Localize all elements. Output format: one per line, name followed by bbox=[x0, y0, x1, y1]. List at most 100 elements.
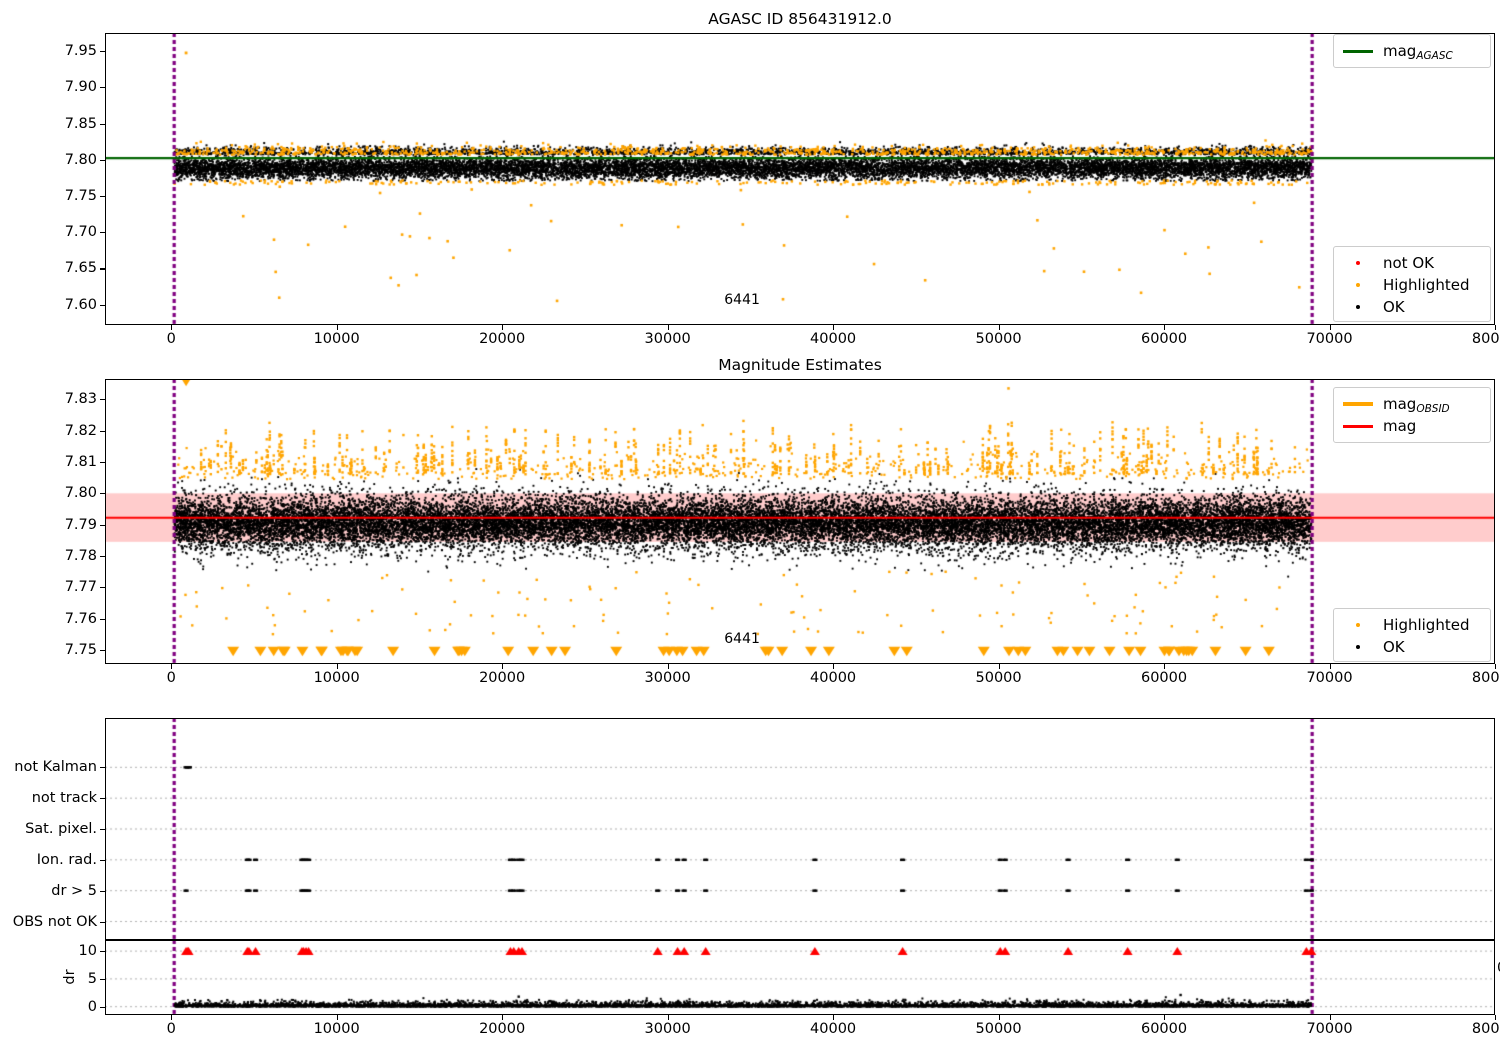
panel-middle-xtick-mark bbox=[1495, 664, 1497, 669]
legend-entry-highlighted[interactable]: Highlighted bbox=[1341, 614, 1481, 636]
panel-top-ytick-mark bbox=[100, 232, 105, 234]
panel-top-ytick-mark bbox=[100, 87, 105, 89]
panel-top-xtick-label: 0 bbox=[166, 331, 176, 347]
panel-top-xtick-mark bbox=[336, 325, 338, 330]
panel-top-plot-area[interactable] bbox=[105, 33, 1495, 325]
ok-dot-swatch bbox=[1341, 645, 1375, 649]
panel-middle-plot-area[interactable] bbox=[105, 379, 1495, 664]
flag-category-label: OBS not OK bbox=[12, 913, 97, 930]
dr-xtick-mark bbox=[502, 1015, 504, 1020]
panel-top-ytick-label: 7.75 bbox=[64, 188, 97, 205]
dr-xtick-mark bbox=[1495, 1015, 1497, 1020]
legend-entry-label: magAGASC bbox=[1383, 42, 1453, 62]
panel-middle-ytick-label: 7.79 bbox=[64, 516, 97, 533]
dr-xtick-label: 70000 bbox=[1306, 1021, 1353, 1037]
panel-bottom-dr bbox=[105, 940, 1495, 1015]
dr-xtick-label: 30000 bbox=[644, 1021, 691, 1037]
panel-middle-ytick-mark bbox=[100, 430, 105, 432]
panel-middle-xtick-label: 20000 bbox=[479, 670, 526, 686]
panel-middle-ytick-label: 7.83 bbox=[64, 391, 97, 408]
panel-top-xtick-label: 30000 bbox=[644, 331, 691, 347]
flag-category-label: Ion. rad. bbox=[36, 851, 97, 868]
panel-bottom-flags-plot-area[interactable] bbox=[105, 718, 1495, 940]
panel-top-ytick-label: 7.65 bbox=[64, 260, 97, 277]
flag-category-tick bbox=[100, 798, 105, 800]
panel-middle-marker-legend[interactable]: Highlighted OK bbox=[1333, 608, 1491, 662]
panel-top-xtick-mark bbox=[171, 325, 173, 330]
panel-middle-xtick-label: 70000 bbox=[1306, 670, 1353, 686]
legend-entry-highlighted[interactable]: Highlighted bbox=[1341, 274, 1481, 296]
dr-xtick-mark bbox=[171, 1015, 173, 1020]
mag-agasc-line-swatch bbox=[1341, 49, 1375, 53]
panel-middle-xtick-mark bbox=[1329, 664, 1331, 669]
dr-ytick-label: 0 bbox=[87, 998, 97, 1015]
panel-top-xtick-mark bbox=[502, 325, 504, 330]
legend-entry-ok[interactable]: OK bbox=[1341, 636, 1481, 658]
legend-entry-ok[interactable]: OK bbox=[1341, 296, 1481, 318]
panel-middle-ytick-label: 7.81 bbox=[64, 453, 97, 470]
panel-middle-ytick-mark bbox=[100, 399, 105, 401]
panel-middle-xtick-mark bbox=[667, 664, 669, 669]
legend-entry-mag-obsid[interactable]: magOBSID bbox=[1341, 393, 1481, 415]
panel-top-xtick-mark bbox=[833, 325, 835, 330]
panel-top-marker-legend[interactable]: not OK Highlighted OK bbox=[1333, 246, 1491, 322]
obsid-annotation: 6441 bbox=[724, 631, 760, 648]
panel-top-xtick-mark bbox=[998, 325, 1000, 330]
mag-line-swatch bbox=[1341, 424, 1375, 428]
panel-middle-xtick-label: 0 bbox=[166, 670, 176, 686]
panel-top-ytick-label: 7.80 bbox=[64, 151, 97, 168]
flag-category-tick bbox=[100, 890, 105, 892]
highlighted-dot-swatch bbox=[1341, 623, 1375, 627]
panel-middle-ytick-mark bbox=[100, 524, 105, 526]
panel-middle-line-legend[interactable]: magOBSID mag bbox=[1333, 387, 1491, 443]
legend-entry-label: OK bbox=[1383, 638, 1405, 656]
panel-middle-ytick-label: 7.80 bbox=[64, 485, 97, 502]
legend-entry-not-ok[interactable]: not OK bbox=[1341, 252, 1481, 274]
dr-ytick-mark bbox=[100, 978, 105, 980]
legend-entry-mag[interactable]: mag bbox=[1341, 415, 1481, 437]
panel-middle-ytick-mark bbox=[100, 618, 105, 620]
panel-middle-ytick-mark bbox=[100, 587, 105, 589]
panel-top-xtick-mark bbox=[1164, 325, 1166, 330]
panel-middle-xtick-label: 60000 bbox=[1140, 670, 1188, 686]
panel-top bbox=[105, 33, 1495, 325]
legend-entry-label: mag bbox=[1383, 417, 1417, 435]
panel-middle-xtick-label: 80000 bbox=[1471, 670, 1500, 686]
dr-xtick-label: 60000 bbox=[1140, 1021, 1188, 1037]
legend-entry-label: not OK bbox=[1383, 254, 1434, 272]
dr-xtick-mark bbox=[1329, 1015, 1331, 1020]
panel-bottom-dr-plot-area[interactable] bbox=[105, 940, 1495, 1015]
mag-obsid-line-swatch bbox=[1341, 402, 1375, 406]
panel-top-ytick-mark bbox=[100, 196, 105, 198]
dr-xtick-label: 10000 bbox=[313, 1021, 360, 1037]
panel-top-xtick-label: 50000 bbox=[975, 331, 1022, 347]
dr-ytick-label: 5 bbox=[87, 970, 97, 987]
legend-entry-label: Highlighted bbox=[1383, 616, 1470, 634]
panel-top-xtick-label: 10000 bbox=[313, 331, 360, 347]
panel-middle-xtick-mark bbox=[171, 664, 173, 669]
panel-middle-ytick-mark bbox=[100, 555, 105, 558]
panel-top-xtick-mark bbox=[1329, 325, 1331, 330]
panel-middle-ytick-mark bbox=[100, 649, 105, 651]
legend-entry-label: Highlighted bbox=[1383, 276, 1470, 294]
ok-dot-swatch bbox=[1341, 305, 1375, 309]
panel-top-ytick-mark bbox=[100, 51, 105, 53]
dr-xtick-label: 20000 bbox=[479, 1021, 526, 1037]
dr-xtick-label: 40000 bbox=[810, 1021, 857, 1037]
panel-top-line-legend[interactable]: magAGASC bbox=[1333, 34, 1491, 68]
panel-top-ytick-mark bbox=[100, 159, 105, 161]
dr-xtick-mark bbox=[998, 1015, 1000, 1020]
panel-middle-xtick-mark bbox=[1164, 664, 1166, 669]
dr-xtick-label: 50000 bbox=[975, 1021, 1022, 1037]
flag-category-label: dr > 5 bbox=[51, 882, 97, 899]
legend-entry-label: magOBSID bbox=[1383, 395, 1450, 415]
panel-middle-xtick-mark bbox=[998, 664, 1000, 669]
panel-top-xtick-label: 40000 bbox=[810, 331, 857, 347]
panel-middle-xtick-label: 30000 bbox=[644, 670, 691, 686]
legend-entry-mag-agasc[interactable]: magAGASC bbox=[1341, 40, 1481, 62]
dr-xtick-mark bbox=[336, 1015, 338, 1020]
panel-middle-ytick-label: 7.76 bbox=[64, 610, 97, 627]
panel-middle-ytick-label: 7.82 bbox=[64, 422, 97, 439]
clipped-right-tick-label: 00 bbox=[1497, 960, 1500, 976]
